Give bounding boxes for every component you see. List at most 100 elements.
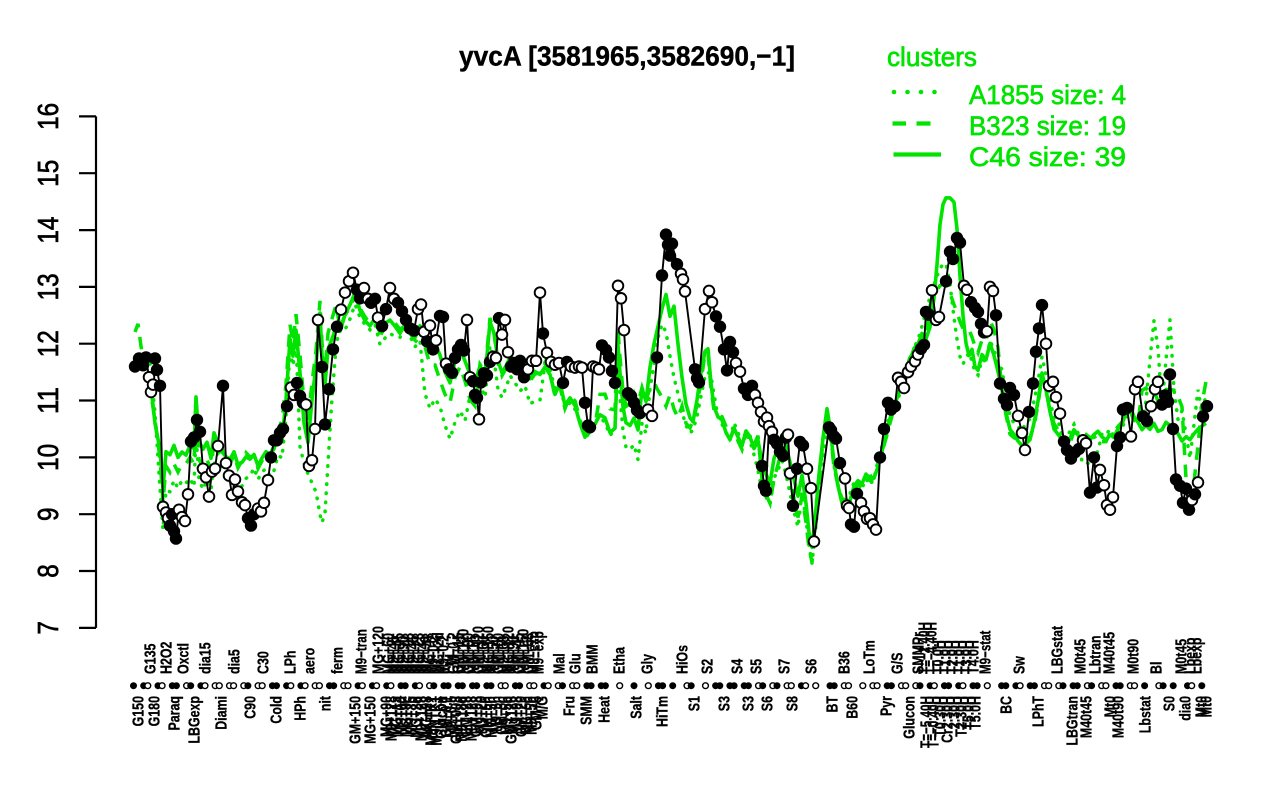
svg-text:T2.0H: T2.0H: [945, 640, 962, 674]
svg-text:dia0: dia0: [1178, 696, 1195, 721]
svg-text:LoTm: LoTm: [862, 640, 879, 674]
svg-text:Pyr: Pyr: [879, 696, 896, 716]
svg-text:G150: G150: [131, 696, 148, 726]
svg-text:T=−4.40H: T=−4.40H: [924, 622, 941, 674]
svg-text:M9+50: M9+50: [486, 636, 503, 674]
svg-text:M0t45: M0t45: [1174, 639, 1191, 674]
svg-text:dia5: dia5: [227, 649, 244, 674]
svg-text:GM+98: GM+98: [469, 696, 486, 737]
svg-text:T1.0H: T1.0H: [938, 640, 955, 674]
svg-text:B60: B60: [845, 696, 862, 719]
svg-text:MG+43: MG+43: [421, 633, 438, 674]
svg-text:Oxctl: Oxctl: [176, 643, 193, 674]
svg-text:M9−0.2: M9−0.2: [436, 635, 453, 674]
svg-text:13: 13: [33, 273, 65, 300]
svg-text:SMM: SMM: [579, 696, 596, 725]
svg-text:M9+0.5: M9+0.5: [444, 696, 461, 738]
svg-text:GM+60: GM+60: [491, 633, 508, 674]
svg-text:S3: S3: [717, 696, 734, 711]
svg-text:Heat: Heat: [597, 696, 614, 723]
svg-text:S6: S6: [760, 696, 777, 711]
svg-text:BC: BC: [999, 696, 1016, 714]
svg-text:S2: S2: [700, 659, 717, 674]
svg-text:T1.0H: T1.0H: [952, 640, 969, 674]
svg-text:M9NTK1: M9NTK1: [424, 696, 441, 746]
svg-text:M/G: M/G: [535, 696, 552, 719]
svg-text:MG+150: MG+150: [481, 626, 498, 674]
svg-text:MG+98: MG+98: [419, 696, 436, 737]
svg-text:Mt0: Mt0: [1199, 696, 1216, 717]
svg-text:MG+60: MG+60: [381, 633, 398, 674]
svg-text:Lbexp: Lbexp: [1189, 638, 1206, 675]
svg-text:B323 size: 19: B323 size: 19: [969, 111, 1126, 141]
svg-text:MG+28: MG+28: [411, 633, 428, 674]
svg-text:M9+0d: M9+0d: [394, 696, 411, 735]
svg-text:GM+5: GM+5: [529, 696, 546, 730]
svg-text:M40t45: M40t45: [1079, 696, 1096, 738]
svg-text:9: 9: [33, 507, 65, 521]
svg-text:M9+5h: M9+5h: [499, 696, 516, 735]
svg-text:GM+45: GM+45: [511, 633, 528, 674]
svg-text:M9−stat: M9−stat: [978, 631, 995, 674]
svg-text:7: 7: [33, 621, 65, 635]
svg-text:S6: S6: [804, 659, 821, 674]
svg-text:GM+120: GM+120: [471, 626, 488, 674]
svg-text:T5.0H: T5.0H: [968, 696, 985, 730]
svg-text:T3.0H: T3.0H: [959, 640, 976, 674]
svg-text:Cold: Cold: [269, 696, 286, 724]
svg-text:M9+29: M9+29: [474, 696, 491, 735]
svg-text:Mt0: Mt0: [1194, 696, 1211, 717]
svg-text:M9−exp: M9−exp: [531, 631, 548, 674]
svg-text:MG+120: MG+120: [501, 626, 518, 674]
svg-text:Mt0: Mt0: [1103, 696, 1120, 717]
svg-text:T5.0H: T5.0H: [961, 696, 978, 730]
svg-text:HiTm: HiTm: [655, 696, 672, 727]
svg-text:A1855 size: 4: A1855 size: 4: [969, 80, 1126, 110]
svg-text:MG−5h: MG−5h: [519, 696, 536, 735]
svg-text:T=−5.40H: T=−5.40H: [919, 696, 936, 748]
svg-text:15: 15: [33, 160, 65, 187]
svg-text:yvcA [3581965,3582690,−1]: yvcA [3581965,3582690,−1]: [459, 41, 795, 72]
svg-text:M40t45: M40t45: [1102, 632, 1119, 674]
svg-text:Gly: Gly: [640, 654, 657, 674]
svg-text:H2O2: H2O2: [159, 642, 176, 674]
svg-text:T4.0H: T4.0H: [966, 640, 983, 674]
svg-text:M0t90: M0t90: [1126, 639, 1143, 674]
svg-text:S5: S5: [749, 659, 766, 674]
svg-text:M9+150: M9+150: [516, 629, 533, 674]
svg-text:S7: S7: [777, 659, 794, 674]
svg-text:GM+5h: GM+5h: [479, 696, 496, 738]
svg-text:G135: G135: [143, 643, 160, 674]
svg-text:Lbtran: Lbtran: [1088, 635, 1105, 674]
svg-text:16: 16: [33, 103, 65, 130]
svg-text:12: 12: [33, 330, 65, 357]
svg-text:BMM: BMM: [585, 644, 602, 674]
svg-text:T0.30H: T0.30H: [933, 696, 950, 737]
svg-text:10: 10: [33, 444, 65, 471]
svg-text:M40t90: M40t90: [1111, 696, 1128, 738]
svg-text:C30: C30: [256, 651, 273, 674]
svg-text:M9+90: M9+90: [506, 636, 523, 674]
svg-text:S1: S1: [687, 696, 704, 711]
svg-text:GM+150: GM+150: [348, 696, 365, 744]
svg-text:MG+5h: MG+5h: [484, 696, 501, 738]
svg-text:T0.0H: T0.0H: [931, 640, 948, 674]
svg-text:Fru: Fru: [441, 654, 458, 674]
svg-text:BT: BT: [825, 696, 842, 713]
svg-text:GM−0.2: GM−0.2: [446, 633, 463, 674]
svg-text:LPh: LPh: [283, 651, 300, 674]
svg-text:M9+18d: M9+18d: [454, 696, 471, 742]
svg-text:S3: S3: [741, 696, 758, 711]
svg-text:LPhT: LPhT: [1031, 696, 1048, 727]
svg-text:S8: S8: [785, 696, 802, 711]
svg-text:MG+2d: MG+2d: [409, 696, 426, 738]
svg-text:LBGtran: LBGtran: [1065, 696, 1082, 746]
svg-text:M9+4a: M9+4a: [416, 635, 433, 674]
svg-text:Glucon: Glucon: [434, 696, 451, 739]
svg-text:T=−2.40H: T=−2.40H: [917, 622, 934, 674]
svg-text:GM+008: GM+008: [449, 696, 466, 744]
svg-text:Diami: Diami: [214, 696, 231, 730]
svg-text:ferm: ferm: [330, 647, 347, 674]
svg-text:Lbexp: Lbexp: [1183, 638, 1200, 675]
svg-text:GM+90: GM+90: [461, 633, 478, 674]
